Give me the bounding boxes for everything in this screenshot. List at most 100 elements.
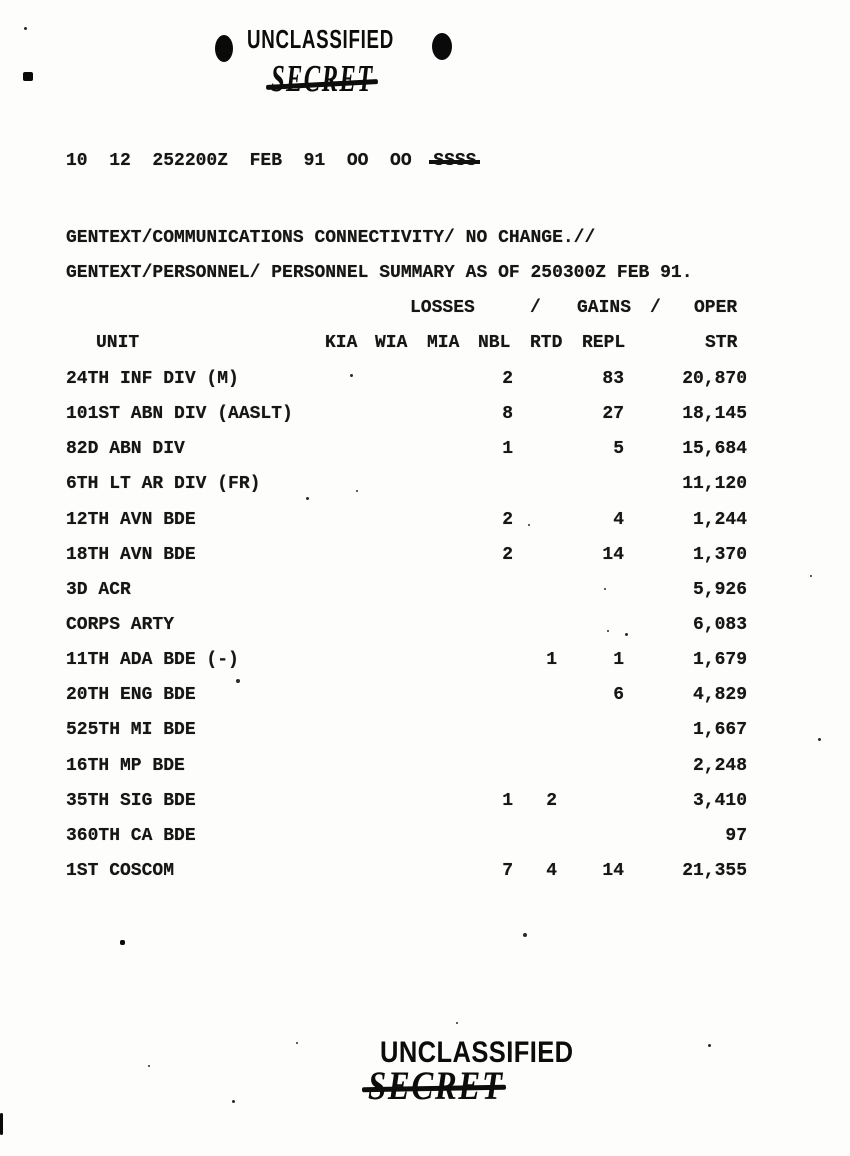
scan-speck xyxy=(708,1044,711,1047)
str-cell: 2,248 xyxy=(692,756,747,776)
table-row: 18TH AVN BDE 2 14 1,370 xyxy=(0,546,850,568)
str-cell: 1,370 xyxy=(692,545,747,565)
column-header-kia: KIA xyxy=(325,333,358,353)
column-header-str: STR xyxy=(705,333,738,353)
unit-name-cell: 35TH SIG BDE xyxy=(66,791,196,811)
scan-speck xyxy=(810,575,812,577)
str-cell: 1,244 xyxy=(692,510,747,530)
table-row: 24TH INF DIV (M) 2 83 20,870 xyxy=(0,370,850,392)
nbl-cell: 1 xyxy=(502,791,513,811)
unit-name-cell: 360TH CA BDE xyxy=(66,826,196,846)
unit-name-cell: 6TH LT AR DIV (FR) xyxy=(66,474,261,494)
table-row: 16TH MP BDE 2,248 xyxy=(0,757,850,779)
unit-name-cell: 3D ACR xyxy=(66,580,131,600)
scan-speck xyxy=(306,497,309,500)
str-cell: 18,145 xyxy=(682,404,747,424)
str-cell: 21,355 xyxy=(682,861,747,881)
repl-cell: 27 xyxy=(602,404,624,424)
column-header-nbl: NBL xyxy=(478,333,511,353)
table-row: 20TH ENG BDE 6 4,829 xyxy=(0,686,850,708)
unit-name-cell: 20TH ENG BDE xyxy=(66,685,196,705)
message-header-text: 10 12 252200Z FEB 91 OO OO xyxy=(66,151,434,171)
str-cell: 97 xyxy=(725,826,747,846)
nbl-cell: 8 xyxy=(502,404,513,424)
bottom-unclassified-stamp: UNCLASSIFIED xyxy=(380,1036,574,1069)
top-unclassified-stamp: UNCLASSIFIED xyxy=(247,24,394,54)
unit-name-cell: 1ST COSCOM xyxy=(66,861,175,881)
scan-speck xyxy=(625,633,628,636)
scan-speck xyxy=(0,1113,3,1135)
nbl-cell: 2 xyxy=(502,369,513,389)
unit-name-cell: 82D ABN DIV xyxy=(66,439,185,459)
table-row: 101ST ABN DIV (AASLT) 8 27 18,145 xyxy=(0,405,850,427)
rtd-cell: 4 xyxy=(546,861,557,881)
repl-cell: 4 xyxy=(613,510,624,530)
filled-circle-mark-right xyxy=(432,33,452,60)
column-header-unit: UNIT xyxy=(96,333,140,353)
table-row: 35TH SIG BDE 1 2 3,410 xyxy=(0,792,850,814)
scan-speck xyxy=(523,933,527,937)
losses-group-label: LOSSES xyxy=(410,298,475,318)
scan-speck xyxy=(607,630,609,632)
unit-name-cell: CORPS ARTY xyxy=(66,615,175,635)
scan-speck xyxy=(232,1100,235,1103)
table-row: 82D ABN DIV 1 5 15,684 xyxy=(0,440,850,462)
rtd-cell: 2 xyxy=(546,791,557,811)
scan-speck xyxy=(296,1042,298,1044)
scan-speck xyxy=(528,524,530,526)
repl-cell: 6 xyxy=(613,685,624,705)
nbl-cell: 2 xyxy=(502,510,513,530)
table-row: 525TH MI BDE 1,667 xyxy=(0,721,850,743)
table-row: CORPS ARTY 6,083 xyxy=(0,616,850,638)
table-row: 1ST COSCOM 7 4 14 21,355 xyxy=(0,862,850,884)
message-header-line: 10 12 252200Z FEB 91 OO OO SSSS xyxy=(66,151,481,171)
unit-name-cell: 101ST ABN DIV (AASLT) xyxy=(66,404,293,424)
str-cell: 11,120 xyxy=(682,474,747,494)
str-cell: 6,083 xyxy=(692,615,747,635)
str-cell: 15,684 xyxy=(682,439,747,459)
table-row: 6TH LT AR DIV (FR) 11,120 xyxy=(0,475,850,497)
gentext-personnel-line: GENTEXT/PERSONNEL/ PERSONNEL SUMMARY AS … xyxy=(66,263,693,283)
unit-name-cell: 18TH AVN BDE xyxy=(66,545,196,565)
unit-name-cell: 12TH AVN BDE xyxy=(66,510,196,530)
repl-cell: 14 xyxy=(602,545,624,565)
scan-speck xyxy=(24,27,27,30)
struck-routing-code: SSSS xyxy=(429,151,481,171)
scan-speck xyxy=(356,490,358,492)
column-header-mia: MIA xyxy=(427,333,460,353)
scan-speck xyxy=(604,588,606,590)
column-header-rtd: RTD xyxy=(530,333,563,353)
group-separator-slash: / xyxy=(650,298,661,318)
gentext-communications-line: GENTEXT/COMMUNICATIONS CONNECTIVITY/ NO … xyxy=(66,228,596,248)
table-row: 3D ACR 5,926 xyxy=(0,581,850,603)
str-cell: 1,667 xyxy=(692,720,747,740)
top-secret-stamp: SECRET xyxy=(271,58,374,100)
nbl-cell: 7 xyxy=(502,861,513,881)
str-cell: 4,829 xyxy=(692,685,747,705)
scan-speck xyxy=(120,940,125,945)
gains-group-label: GAINS xyxy=(577,298,632,318)
unit-name-cell: 24TH INF DIV (M) xyxy=(66,369,239,389)
repl-cell: 1 xyxy=(613,650,624,670)
unit-name-cell: 11TH ADA BDE (-) xyxy=(66,650,239,670)
scan-speck xyxy=(818,738,821,741)
table-row: 360TH CA BDE 97 xyxy=(0,827,850,849)
table-row: 11TH ADA BDE (-) 1 1 1,679 xyxy=(0,651,850,673)
scan-speck xyxy=(23,72,33,81)
unit-name-cell: 525TH MI BDE xyxy=(66,720,196,740)
repl-cell: 83 xyxy=(602,369,624,389)
str-cell: 1,679 xyxy=(692,650,747,670)
group-separator-slash: / xyxy=(530,298,541,318)
nbl-cell: 2 xyxy=(502,545,513,565)
rtd-cell: 1 xyxy=(546,650,557,670)
nbl-cell: 1 xyxy=(502,439,513,459)
oper-group-label: OPER xyxy=(694,298,738,318)
scan-speck xyxy=(456,1022,458,1024)
str-cell: 5,926 xyxy=(692,580,747,600)
column-header-repl: REPL xyxy=(582,333,626,353)
unit-name-cell: 16TH MP BDE xyxy=(66,756,185,776)
filled-circle-mark-left xyxy=(215,35,233,62)
str-cell: 20,870 xyxy=(682,369,747,389)
